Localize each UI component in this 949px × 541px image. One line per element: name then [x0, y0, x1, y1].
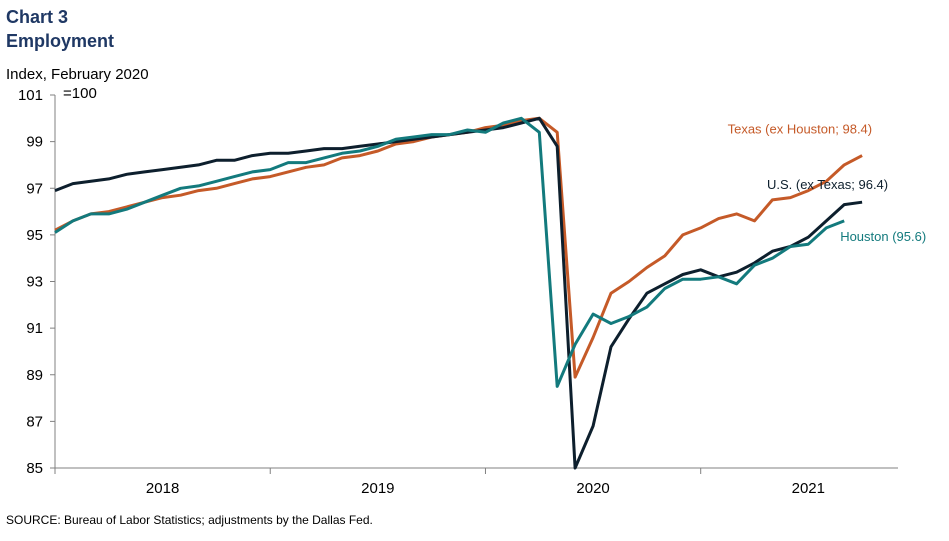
series-line	[54, 116, 845, 388]
series-line	[54, 116, 863, 470]
y-tick-label: 85	[26, 460, 43, 477]
y-tick-label: 91	[26, 320, 43, 337]
x-tick-label: 2021	[792, 480, 825, 497]
y-tick-label: 101	[18, 87, 43, 104]
y-tick-label: 99	[26, 134, 43, 151]
x-tick-label: 2019	[361, 480, 394, 497]
y-tick-label: 95	[26, 227, 43, 244]
y-tick-label: 87	[26, 413, 43, 430]
y-axis-unit-line2: =100	[63, 85, 97, 102]
y-tick-label: 97	[26, 180, 43, 197]
chart-title-line1: Chart 3	[6, 7, 69, 27]
series-label: Texas (ex Houston; 98.4)	[728, 122, 873, 137]
y-tick-label: 89	[26, 367, 43, 384]
chart-title-line2: Employment	[6, 31, 115, 51]
y-tick-label: 93	[26, 274, 43, 291]
x-tick-label: 2018	[146, 480, 179, 497]
series-label: Houston (95.6)	[840, 229, 926, 244]
source-note: SOURCE: Bureau of Labor Statistics; adju…	[6, 513, 373, 527]
series-label: U.S. (ex Texas; 96.4)	[767, 177, 888, 192]
y-axis-unit-line1: Index, February 2020	[6, 66, 149, 83]
series-line	[54, 116, 863, 379]
x-tick-label: 2020	[576, 480, 609, 497]
